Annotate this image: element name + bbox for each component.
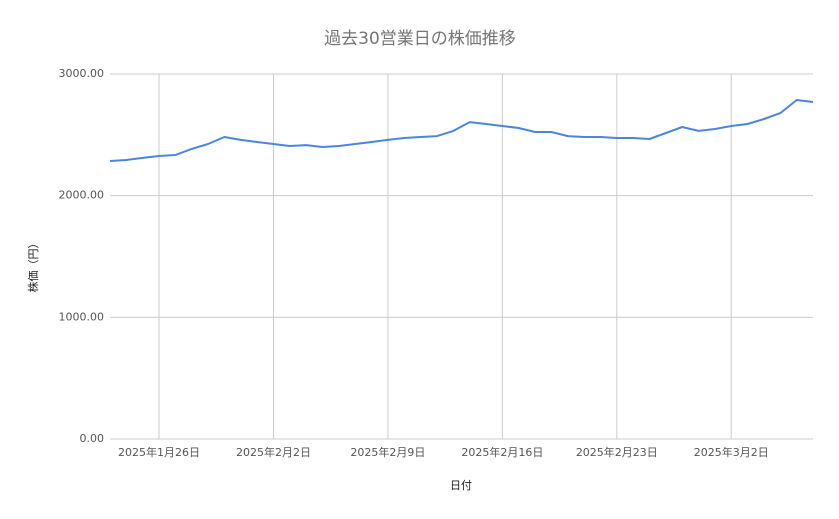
y-axis-title: 株価（円） <box>26 238 40 293</box>
y-tick-label: 1000.00 <box>59 310 105 323</box>
y-tick-label: 0.00 <box>80 432 105 445</box>
x-tick-label: 2025年2月23日 <box>576 445 658 459</box>
x-tick-label: 2025年3月2日 <box>694 445 769 459</box>
x-tick-label: 2025年1月26日 <box>118 445 200 459</box>
chart-title: 過去30営業日の株価推移 <box>324 29 516 49</box>
x-tick-label: 2025年2月2日 <box>236 445 311 459</box>
x-tick-label: 2025年2月16日 <box>461 445 543 459</box>
y-tick-label: 2000.00 <box>59 189 105 202</box>
y-tick-label: 3000.00 <box>59 67 105 80</box>
x-axis-title: 日付 <box>450 479 472 492</box>
x-tick-label: 2025年2月9日 <box>350 445 425 459</box>
series-line <box>109 99 814 162</box>
